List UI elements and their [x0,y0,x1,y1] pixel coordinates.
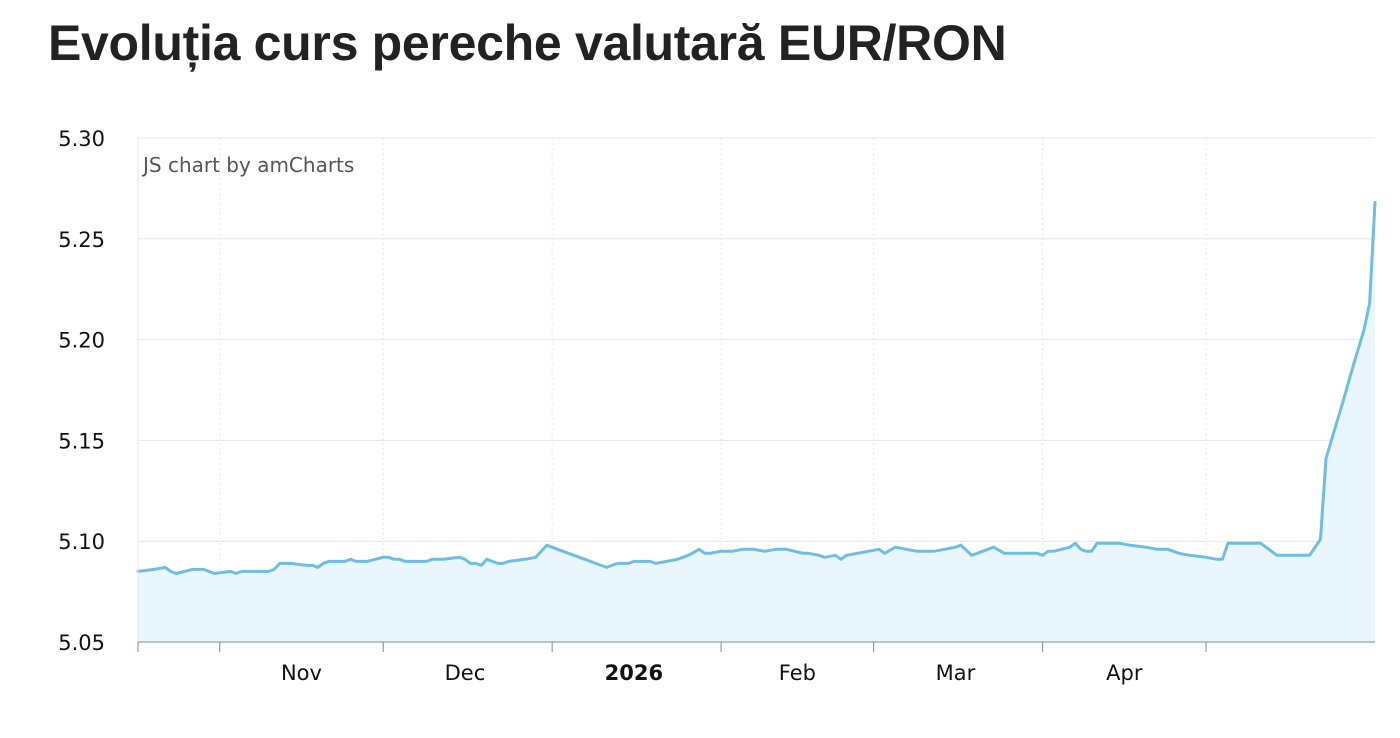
chart-credit[interactable]: JS chart by amCharts [141,153,354,177]
series-area [138,202,1375,642]
x-tick-label: Mar [936,661,976,685]
y-tick-label: 5.20 [58,329,105,353]
x-axis-tick-labels: Nov Dec 2026 Feb Mar Apr [281,661,1143,685]
series-line-group [136,201,1377,575]
page-title: Evoluția curs pereche valutară EUR/RON [48,15,1007,71]
y-axis-tick-labels: 5.30 5.25 5.20 5.15 5.10 5.05 [58,127,105,655]
x-tick-label: Nov [281,661,322,685]
y-tick-label: 5.30 [58,127,105,151]
series-area-group [138,202,1375,642]
x-tick-label: Dec [445,661,486,685]
x-tick-label: Apr [1106,661,1143,685]
x-tick-label: 2026 [605,661,663,685]
y-tick-label: 5.25 [58,228,105,252]
axes [137,138,1375,652]
y-tick-label: 5.05 [58,631,105,655]
y-tick-label: 5.15 [58,429,105,453]
x-tick-label: Feb [779,661,816,685]
y-tick-label: 5.10 [58,530,105,554]
series-line [136,201,1377,575]
